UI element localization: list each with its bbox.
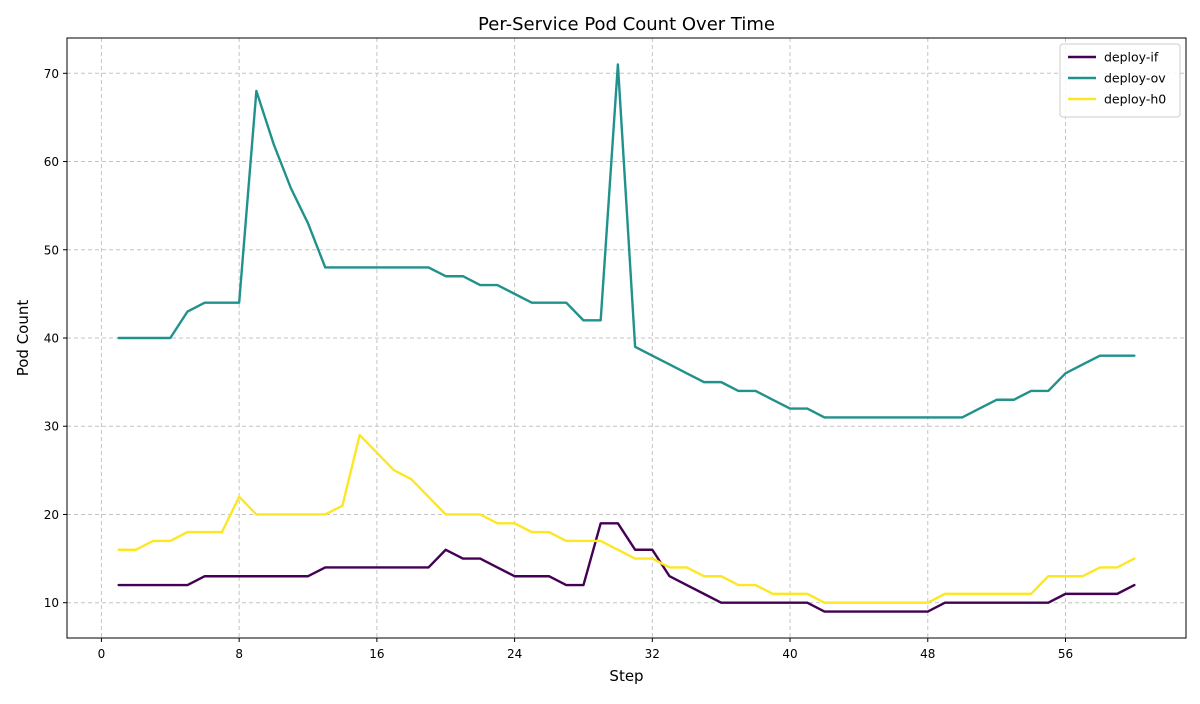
x-axis-label: Step — [609, 667, 643, 685]
series-lines — [117, 63, 1136, 613]
legend: deploy-if deploy-ov deploy-h0 — [1059, 43, 1181, 118]
legend-label-deploy-h0: deploy-h0 — [1104, 92, 1166, 107]
x-tick-label: 16 — [369, 647, 384, 661]
y-tick-label: 40 — [44, 332, 59, 346]
x-tick-label: 40 — [782, 647, 797, 661]
x-tick-label: 48 — [920, 647, 935, 661]
legend-label-deploy-if: deploy-if — [1104, 50, 1159, 65]
y-tick-label: 60 — [44, 155, 59, 169]
y-tick-label: 50 — [44, 243, 59, 257]
y-tick-label: 30 — [44, 420, 59, 434]
x-tick-label: 0 — [98, 647, 106, 661]
y-tick-label: 70 — [44, 67, 59, 81]
x-tick-label: 56 — [1058, 647, 1073, 661]
series-line-deploy-h0 — [117, 433, 1136, 604]
axis-ticks: 0 8 16 24 32 40 48 56 10 20 30 40 50 60 70 — [44, 67, 1073, 661]
chart-title: Per-Service Pod Count Over Time — [478, 14, 775, 35]
x-tick-label: 8 — [235, 647, 243, 661]
y-tick-label: 10 — [44, 596, 59, 610]
y-tick-label: 20 — [44, 508, 59, 522]
series-line-deploy-if — [117, 522, 1136, 613]
legend-label-deploy-ov: deploy-ov — [1104, 71, 1166, 86]
x-tick-label: 32 — [645, 647, 660, 661]
y-axis-label: Pod Count — [14, 300, 32, 377]
x-tick-label: 24 — [507, 647, 522, 661]
series-line-deploy-ov — [117, 63, 1136, 419]
